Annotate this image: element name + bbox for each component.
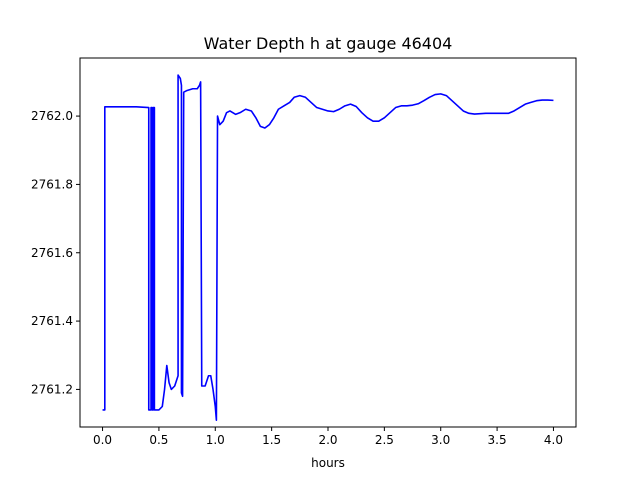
x-tick-label: 2.5 [375, 433, 394, 447]
x-axis: 0.0 0.5 1.0 1.5 2.0 2.5 3.0 3.5 4.0 [93, 427, 563, 447]
series-line [102, 74, 554, 421]
y-axis: 2761.2 2761.4 2761.6 2761.8 2762.0 [31, 109, 80, 396]
y-tick-label: 2762.0 [31, 109, 73, 123]
x-tick-label: 1.0 [206, 433, 225, 447]
x-tick-label: 0.0 [93, 433, 112, 447]
y-tick-label: 2761.6 [31, 246, 73, 260]
x-tick-label: 1.5 [262, 433, 281, 447]
x-tick-label: 0.5 [149, 433, 168, 447]
y-tick-label: 2761.4 [31, 314, 73, 328]
x-tick-label: 3.5 [488, 433, 507, 447]
x-tick-label: 2.0 [318, 433, 337, 447]
chart-title: Water Depth h at gauge 46404 [204, 34, 453, 53]
y-tick-label: 2761.2 [31, 382, 73, 396]
series-layer [102, 74, 554, 421]
x-tick-label: 4.0 [544, 433, 563, 447]
x-tick-label: 3.0 [431, 433, 450, 447]
x-axis-label: hours [311, 456, 345, 470]
y-tick-label: 2761.8 [31, 177, 73, 191]
